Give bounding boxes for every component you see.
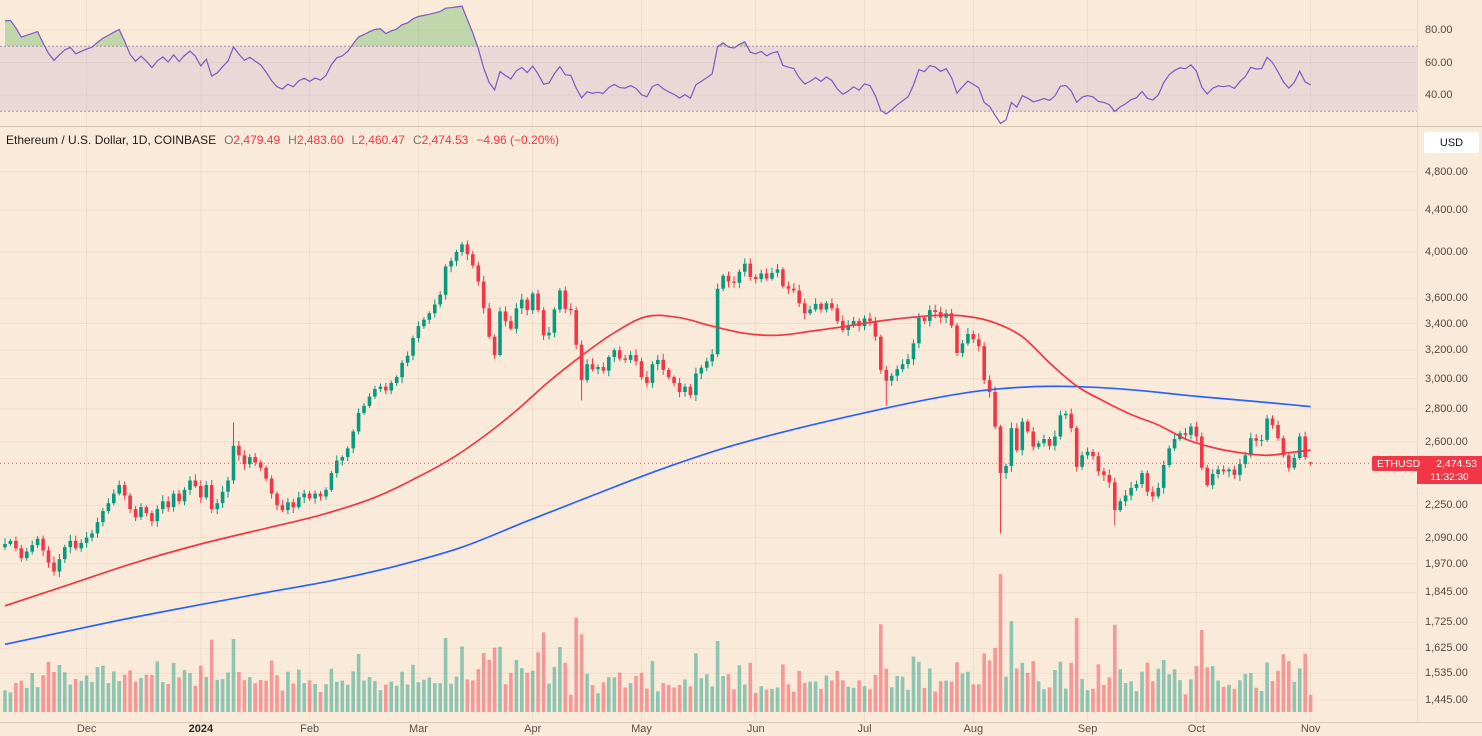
last-price-symbol: ETHUSD (1377, 457, 1421, 470)
time-axis-label: Nov (1300, 723, 1321, 735)
price-axis-label: 1,535.00 (1425, 667, 1468, 680)
time-axis-label: Oct (1187, 723, 1205, 735)
time-axis-label: Aug (963, 723, 984, 735)
price-axis-label: 1,725.00 (1425, 616, 1468, 629)
symbol-legend: Ethereum / U.S. Dollar, 1D, COINBASE O2,4… (6, 133, 559, 147)
price-axis-label: 3,400.00 (1425, 317, 1468, 330)
price-axis-label: 4,400.00 (1425, 204, 1468, 217)
time-axis[interactable]: Dec 2024 Feb Mar Apr May Jun Jul Aug Sep Oct Nov (0, 722, 1482, 736)
ohlc-o: O2,479.49 (224, 133, 281, 147)
price-axis-label: 2,800.00 (1425, 402, 1468, 415)
price-axis-label: 4,800.00 (1425, 165, 1468, 178)
price-axis-label: 1,845.00 (1425, 586, 1468, 599)
time-axis-label: Apr (524, 723, 542, 735)
time-axis-label: May (631, 723, 652, 735)
rsi-axis-label: 80.00 (1425, 24, 1453, 36)
time-axis-label: Feb (300, 723, 320, 735)
time-axis-label: Jul (857, 723, 872, 735)
price-axis-label: 4,000.00 (1425, 246, 1468, 259)
time-axis-label: Sep (1077, 723, 1098, 735)
price-axis-label: 2,250.00 (1425, 499, 1468, 512)
ohlc-c: C2,474.53 (412, 133, 469, 147)
price-axis-label: 2,090.00 (1425, 531, 1468, 544)
time-axis-label: Jun (746, 723, 765, 735)
price-axis-label: 2,600.00 (1425, 435, 1468, 448)
currency-toggle-button[interactable]: USD (1423, 131, 1480, 154)
price-change: −4.96 (−0.20%) (476, 133, 560, 147)
last-price-tag: ETHUSD 2,474.53 (1372, 456, 1482, 471)
time-axis-label: Dec (76, 723, 97, 735)
bar-countdown: 11:32:30 (1417, 471, 1482, 484)
price-axis-label: 3,200.00 (1425, 344, 1468, 357)
price-axis-label: 1,970.00 (1425, 557, 1468, 570)
price-axis-label: 1,625.00 (1425, 642, 1468, 655)
ohlc-l: L2,460.47 (351, 133, 405, 147)
rsi-axis-label: 60.00 (1425, 56, 1453, 69)
pane-divider[interactable] (0, 126, 1482, 127)
price-axis-label: 3,600.00 (1425, 292, 1468, 305)
rsi-axis-label: 40.00 (1425, 89, 1453, 101)
price-axis-label: 3,000.00 (1425, 372, 1468, 385)
price-axis-label: 1,445.00 (1425, 694, 1468, 707)
time-axis-label: Mar (408, 723, 428, 735)
time-axis-label: 2024 (188, 723, 214, 735)
price-axis[interactable]: 80.00 60.00 40.00 4,800.00 4,400.00 4,000.00 3… (1417, 0, 1482, 722)
ohlc-h: H2,483.60 (288, 133, 344, 147)
symbol-title[interactable]: Ethereum / U.S. Dollar, 1D, COINBASE (6, 133, 217, 147)
last-price-value: 2,474.53 (1436, 457, 1477, 470)
